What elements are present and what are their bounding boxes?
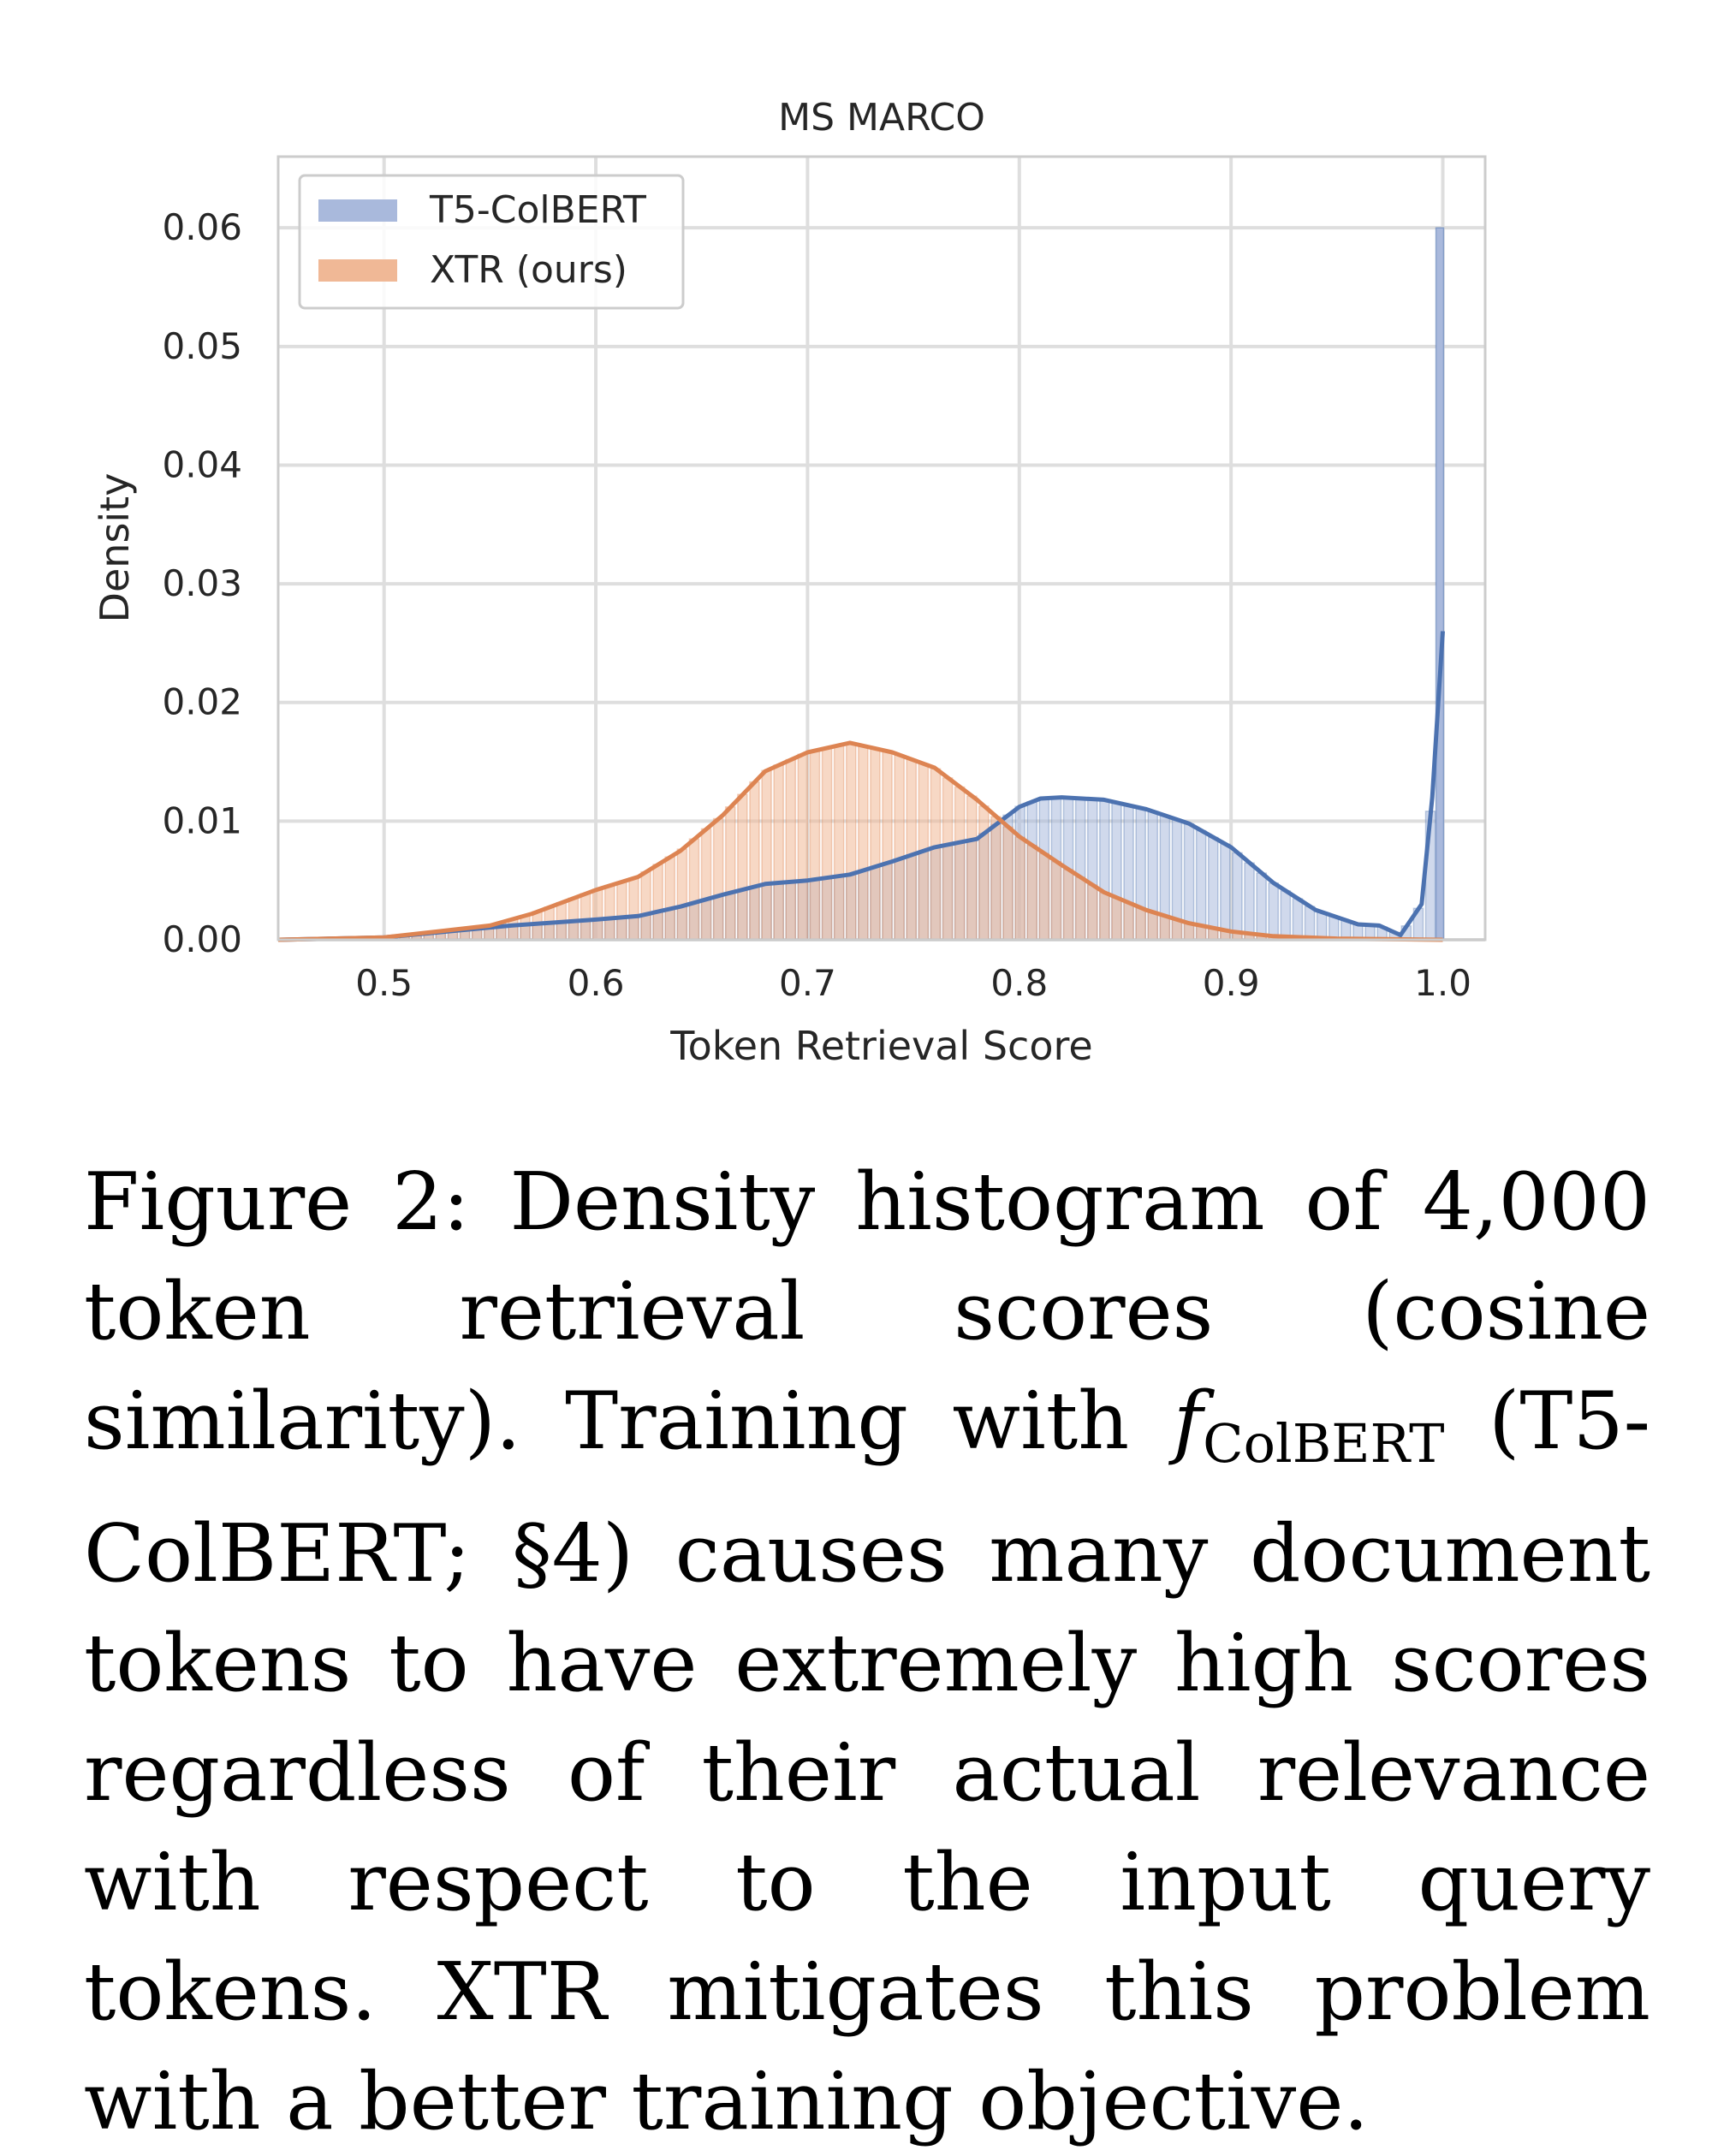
histogram-bar — [1026, 845, 1038, 941]
kde-line-xtr — [277, 740, 1443, 942]
histogram-bar — [616, 881, 627, 941]
histogram-bar — [591, 888, 603, 941]
histogram-bar — [894, 754, 905, 941]
histogram-bar — [1220, 843, 1231, 941]
histogram-bar — [1111, 897, 1122, 941]
histogram-bar — [749, 781, 760, 941]
histogram-bar — [1099, 892, 1110, 941]
histogram-bar — [676, 848, 688, 941]
plot-frame — [276, 155, 1487, 941]
figure-caption: Figure 2: Density histogram of 4,000 tok… — [84, 1147, 1650, 2156]
x-tick-label: 0.9 — [1203, 962, 1260, 1004]
histogram-bar — [1062, 869, 1074, 941]
kde-line-t5-colbert — [277, 631, 1445, 942]
kde-lines — [277, 631, 1445, 942]
caption-prefix: Figure 2: Density histogram of 4,000 tok… — [84, 1155, 1650, 1467]
caption-function-base: f — [1173, 1375, 1204, 1467]
histogram-bar — [906, 758, 918, 941]
histogram-bar — [954, 786, 966, 941]
histogram-bar — [1014, 836, 1025, 941]
histogram-bar — [1207, 836, 1219, 941]
histogram-bar — [942, 777, 954, 941]
histogram-bar — [1268, 882, 1280, 941]
y-axis-label: Density — [92, 473, 138, 623]
y-tick-label: 0.02 — [162, 681, 242, 723]
y-tick-label: 0.00 — [162, 918, 242, 960]
histogram-bar — [1280, 890, 1292, 941]
y-tick-label: 0.03 — [162, 562, 242, 604]
x-tick-label: 0.5 — [355, 962, 413, 1004]
figure: 0.5 0.6 0.7 0.8 0.9 1.0 0.00 0.01 0.02 0.03 0.04 0.… — [92, 96, 1487, 1069]
histogram-bar — [809, 750, 821, 941]
histogram-bar — [700, 828, 712, 941]
histogram-bar — [640, 870, 651, 941]
histogram-bar — [520, 914, 531, 941]
y-tick-label: 0.05 — [162, 325, 242, 367]
histogram-bar — [1232, 852, 1243, 941]
histogram-bar — [785, 758, 797, 941]
histogram-bar — [737, 793, 748, 941]
chart-title: MS MARCO — [778, 96, 985, 140]
histogram-bar — [882, 751, 893, 941]
histogram-bar — [724, 806, 736, 941]
histogram-bar — [930, 768, 942, 941]
histogram-bar — [833, 744, 845, 941]
y-tick-label: 0.04 — [162, 443, 242, 485]
histogram-bar — [1159, 915, 1171, 941]
histogram-bar — [858, 745, 869, 941]
x-tick-label: 0.8 — [990, 962, 1048, 1004]
histogram-bar — [845, 742, 857, 941]
histogram-bar — [821, 747, 833, 941]
histogram-bar — [1050, 860, 1062, 941]
histogram-bar — [712, 817, 724, 941]
histogram-bar — [966, 795, 978, 941]
histogram-bar — [1086, 884, 1098, 941]
histogram-bar — [1074, 876, 1086, 941]
histogram-bar — [761, 769, 772, 941]
histogram-bar — [1256, 872, 1267, 941]
histogram-bar — [664, 856, 676, 941]
histogram-bar — [1123, 902, 1134, 941]
histogram-bar — [628, 877, 639, 941]
x-tick-label: 0.6 — [568, 962, 625, 1004]
caption-function-subscript: ColBERT — [1203, 1412, 1445, 1475]
histogram-bar — [1135, 907, 1146, 941]
legend-label-t5-colbert: T5-ColBERT — [429, 188, 646, 232]
x-axis-label: Token Retrieval Score — [669, 1023, 1092, 1069]
legend-swatch-xtr — [318, 259, 397, 282]
x-tick-label: 1.0 — [1414, 962, 1471, 1004]
density-histogram-chart: 0.5 0.6 0.7 0.8 0.9 1.0 0.00 0.01 0.02 0.03 0.04 0.… — [92, 96, 1487, 1069]
histogram-bar — [1316, 912, 1328, 941]
histogram-bar — [688, 838, 700, 941]
histogram-bar — [1304, 906, 1316, 941]
legend-swatch-t5-colbert — [318, 199, 397, 222]
y-tick-label: 0.01 — [162, 799, 242, 841]
histogram-bar — [603, 884, 615, 941]
histogram-bar — [580, 893, 591, 941]
histogram-bar — [1244, 862, 1255, 941]
histogram-bar — [990, 816, 1002, 941]
histogram-bar — [797, 753, 809, 941]
tick-labels: 0.5 0.6 0.7 0.8 0.9 1.0 0.00 0.01 0.02 0.03 0.04 0.… — [162, 206, 1471, 1004]
histogram-bar — [773, 764, 784, 941]
histogram-bar — [1292, 898, 1304, 941]
histogram-bar — [978, 805, 990, 941]
histogram-spike-bar — [1435, 227, 1445, 941]
histogram-bar — [870, 747, 881, 941]
histogram-bar — [1147, 912, 1159, 941]
caption-suffix: (T5-ColBERT; §4) causes many document to… — [84, 1375, 1651, 2147]
x-tick-label: 0.7 — [779, 962, 836, 1004]
legend: T5-ColBERT XTR (ours) — [298, 174, 685, 310]
caption-function: fColBERT — [1173, 1375, 1445, 1475]
histogram-bar — [1038, 852, 1050, 941]
histogram-bar — [1002, 826, 1014, 941]
y-tick-label: 0.06 — [162, 206, 242, 248]
legend-label-xtr: XTR (ours) — [430, 248, 627, 292]
histogram-bar — [652, 864, 663, 941]
